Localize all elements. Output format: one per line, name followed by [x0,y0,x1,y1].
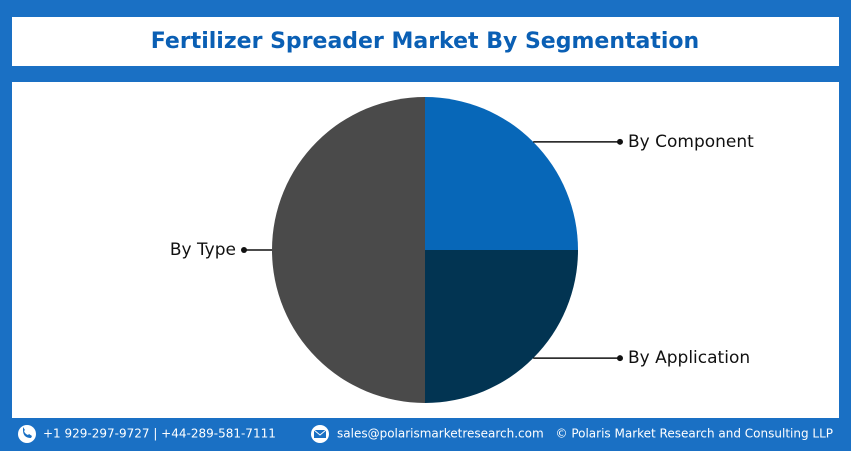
slice-label: By Application [628,348,750,368]
chart-title: Fertilizer Spreader Market By Segmentati… [151,29,699,54]
slice-label: By Component [628,132,754,152]
leader-dot [241,247,247,253]
phone-icon [18,425,36,443]
footer: +1 929-297-9727 | +44-289-581-7111 sales… [18,425,833,443]
leader-dot [617,138,623,145]
pie-slice [272,97,425,403]
email-flap [313,429,327,436]
pie-slice [425,97,578,250]
title-banner [12,17,839,66]
leader-dot [617,355,623,362]
copyright-text: © Polaris Market Research and Consulting… [556,427,834,441]
phone-text: +1 929-297-9727 | +44-289-581-7111 [43,427,276,441]
slice-label: By Type [170,240,236,260]
email-glyph [314,430,326,438]
pie: By Component By Application By Type [170,97,754,403]
phone-glyph [23,427,32,438]
pie-slice [425,250,578,403]
email-text: sales@polarismarketresearch.com [337,427,544,441]
